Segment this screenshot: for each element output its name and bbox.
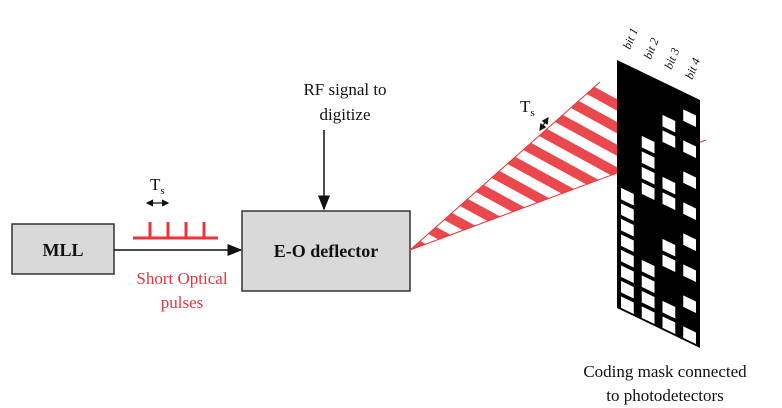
beam-period-label: Ts xyxy=(520,97,535,119)
mask-window xyxy=(641,259,655,278)
beam-stripe xyxy=(516,139,606,188)
mask-window xyxy=(641,151,655,170)
mask-window xyxy=(641,166,655,185)
mask-window xyxy=(683,202,696,221)
pulse-train xyxy=(133,222,218,240)
mll-label: MLL xyxy=(42,240,83,260)
mask-window xyxy=(683,326,696,345)
beam-stripe xyxy=(486,168,555,206)
beam-stripe xyxy=(531,124,632,180)
mask-window xyxy=(662,176,676,195)
bit-label: bit 2 xyxy=(641,36,662,61)
beam-stripe xyxy=(427,226,453,241)
mask-window xyxy=(621,187,634,206)
mask-body xyxy=(617,60,700,348)
mask-window xyxy=(683,264,696,283)
mask-window xyxy=(621,296,634,315)
mll-box xyxy=(11,223,115,275)
beam-stripe xyxy=(442,211,478,232)
mask-window xyxy=(621,234,634,253)
mask-window xyxy=(641,135,655,154)
mask-window xyxy=(662,114,676,133)
coding-mask xyxy=(617,60,700,348)
deflector-box xyxy=(241,210,411,292)
mask-window xyxy=(621,203,634,222)
mask-window xyxy=(641,306,655,325)
mask-window xyxy=(683,295,696,314)
bit-label: bit 4 xyxy=(682,56,703,81)
period-label: Ts xyxy=(150,175,165,197)
mask-window xyxy=(683,171,696,190)
mask-window xyxy=(662,192,676,211)
beam-stripe xyxy=(472,182,529,214)
mask-window xyxy=(621,265,634,284)
mask-window xyxy=(683,109,696,128)
mask-label: Coding mask connected xyxy=(583,362,747,381)
mask-window xyxy=(621,218,634,237)
beam-stripe xyxy=(457,197,504,223)
mask-window xyxy=(662,300,676,319)
beam-stripe xyxy=(501,153,580,197)
bit-label: bit 1 xyxy=(620,26,641,51)
mask-window xyxy=(662,130,676,149)
mask-window xyxy=(662,238,676,257)
mask-window xyxy=(683,233,696,252)
mask-window xyxy=(641,182,655,201)
bit-label: bit 3 xyxy=(661,46,682,71)
mask-window xyxy=(683,140,696,159)
mask-window xyxy=(662,316,676,335)
pulses-label: pulses xyxy=(161,293,204,312)
deflector-label: E-O deflector xyxy=(274,241,378,261)
beam-edge xyxy=(409,81,707,251)
mask-window xyxy=(621,249,634,268)
mask-window xyxy=(641,290,655,309)
pulses-label: Short Optical xyxy=(136,269,227,288)
mask-window xyxy=(641,275,655,294)
mask-label: to photodetectors xyxy=(606,386,724,405)
mask-window xyxy=(621,280,634,299)
beam-period-arrow xyxy=(539,117,549,131)
rf-label: RF signal to xyxy=(303,80,386,99)
beam-stripe xyxy=(412,240,427,249)
rf-label: digitize xyxy=(320,105,371,124)
mask-window xyxy=(662,254,676,273)
